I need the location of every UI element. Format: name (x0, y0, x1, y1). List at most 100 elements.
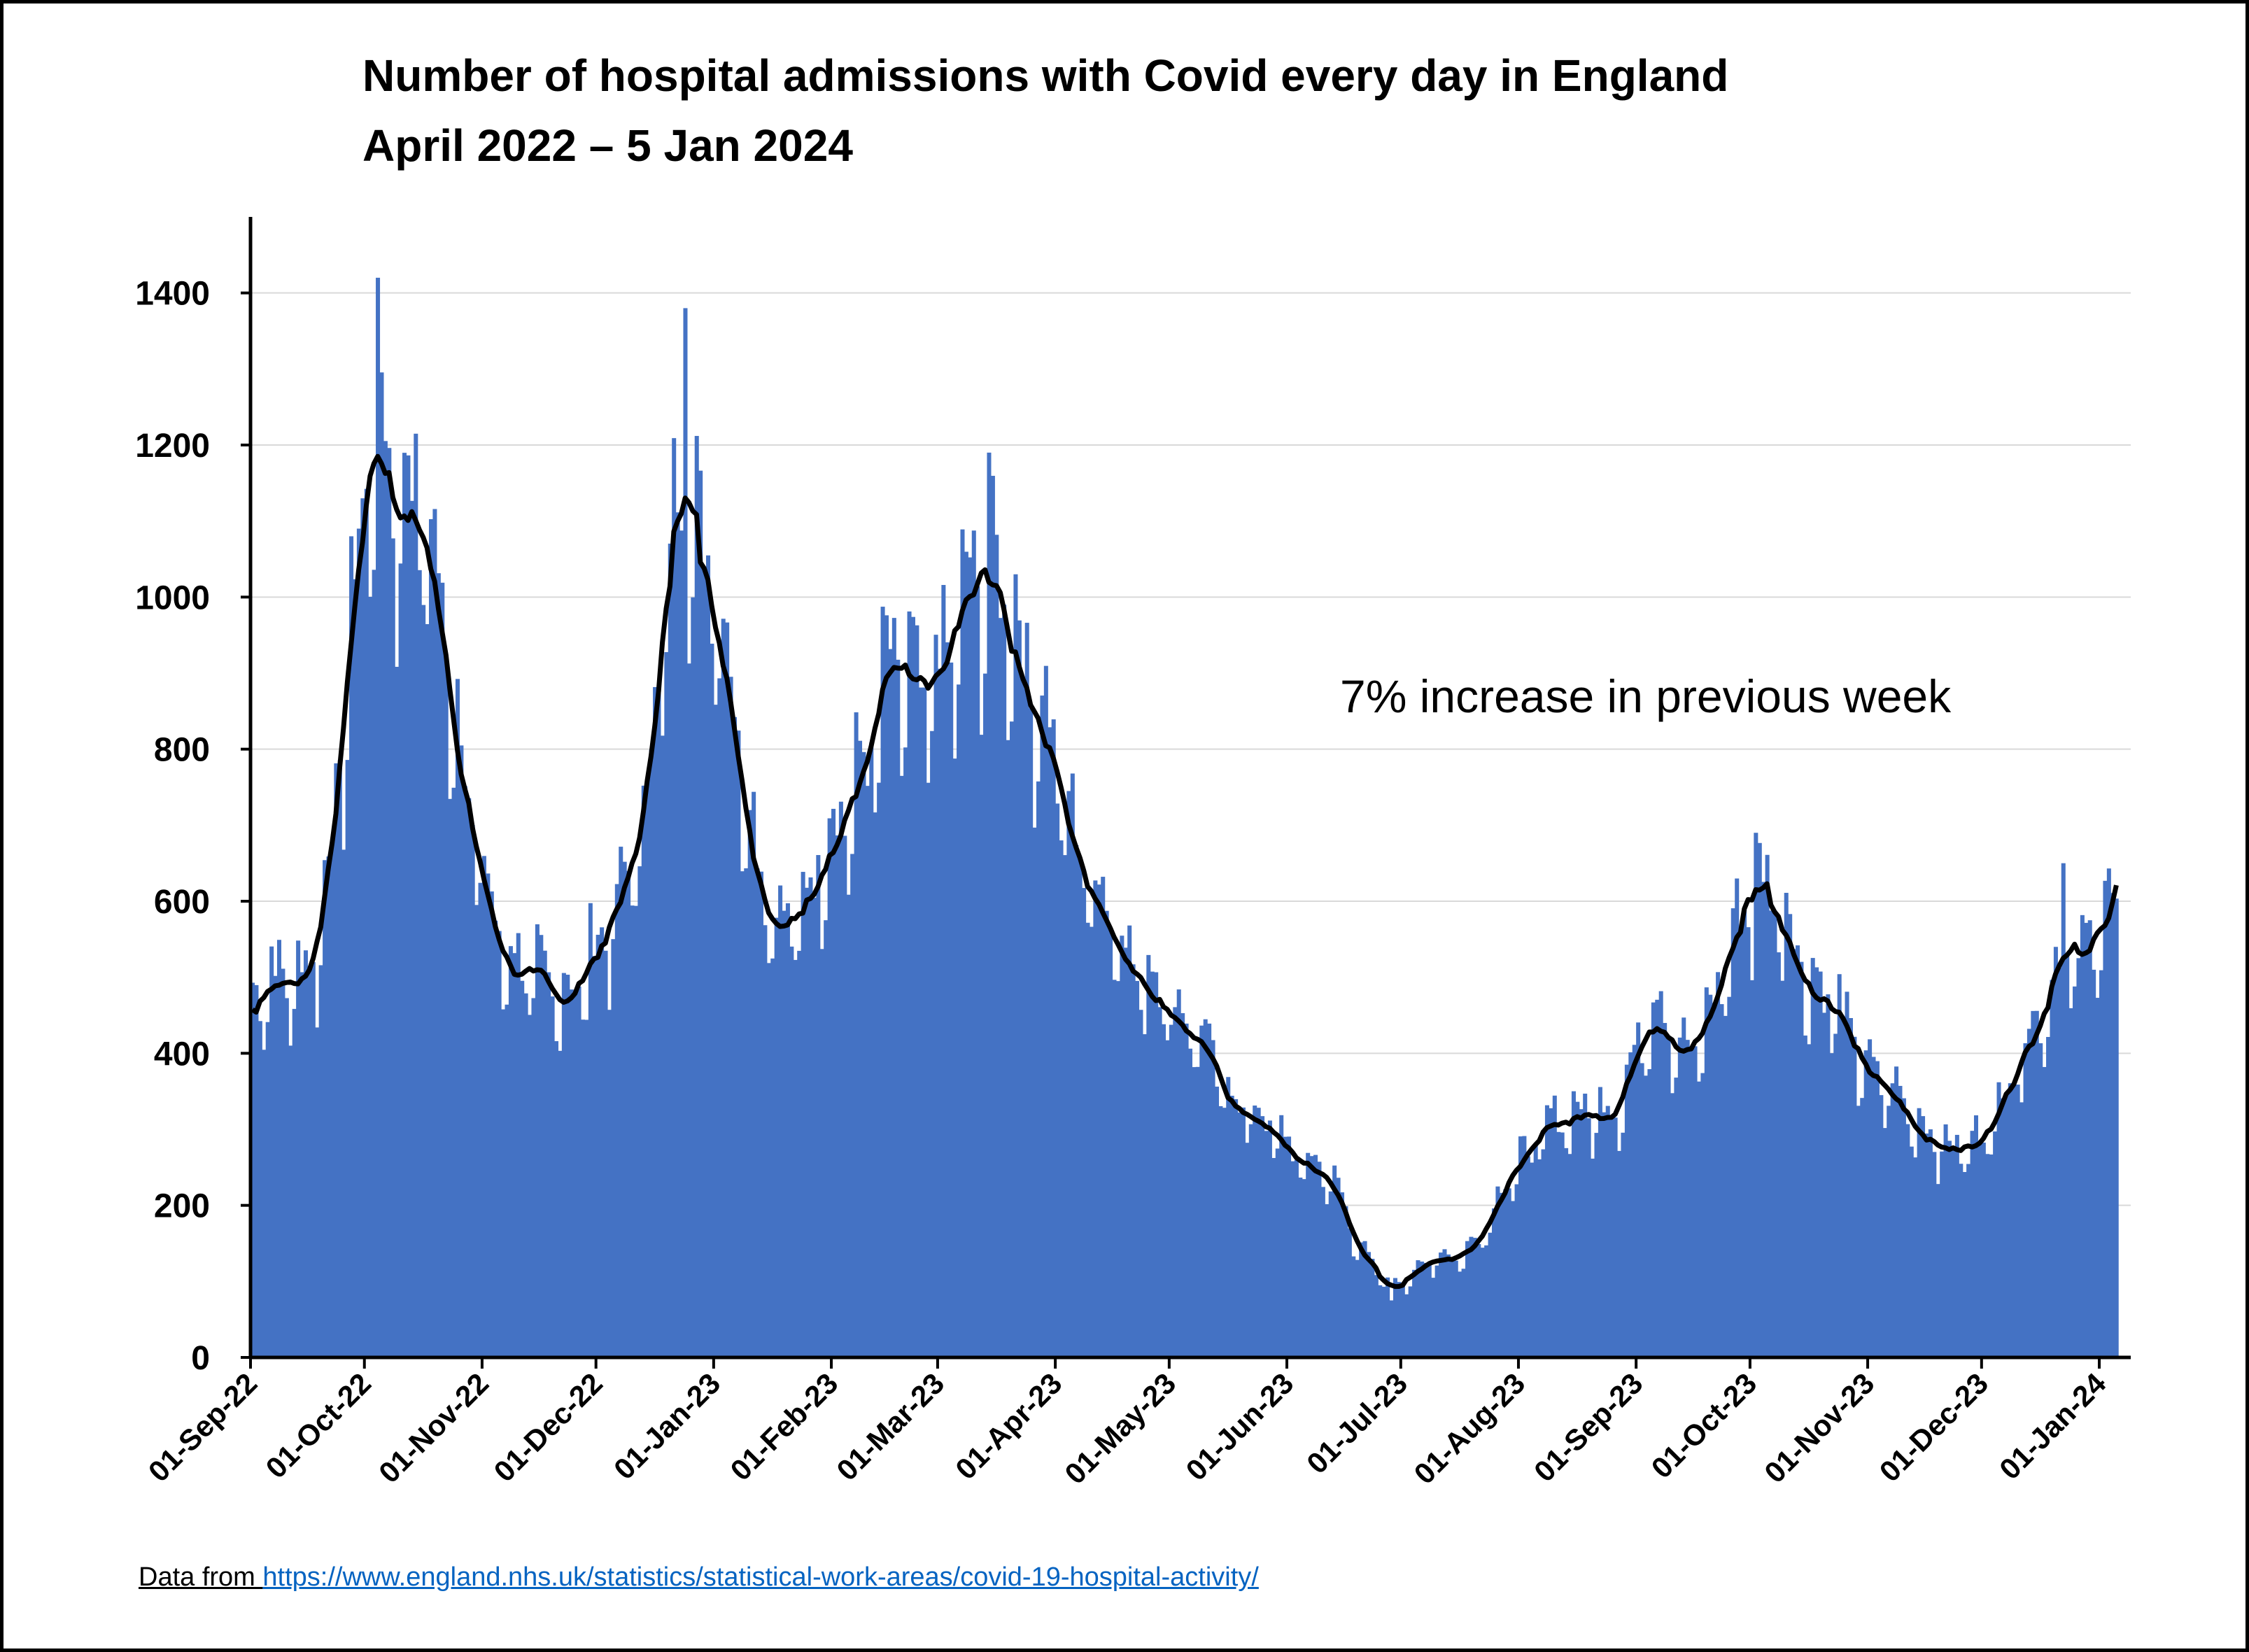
bar (1484, 1245, 1489, 1357)
bar (1176, 989, 1181, 1357)
bar (694, 436, 699, 1357)
bar (1655, 999, 1660, 1357)
bar (600, 927, 605, 1357)
bar (1700, 1073, 1705, 1357)
y-tick-label: 800 (154, 732, 210, 769)
bar (2008, 1083, 2012, 1357)
bar (1374, 1275, 1379, 1357)
bar (360, 498, 365, 1358)
bar (1973, 1115, 1978, 1357)
bar (858, 740, 863, 1357)
bar (728, 677, 733, 1357)
bar (819, 949, 824, 1357)
bar (1013, 574, 1018, 1357)
bar (1826, 994, 1831, 1357)
source-prefix: Data from (139, 1562, 263, 1592)
bar (1131, 964, 1136, 1357)
bar (1192, 1067, 1197, 1357)
bar (607, 1010, 612, 1357)
bar (1302, 1179, 1306, 1357)
bar (1214, 1086, 1219, 1357)
bar (364, 488, 369, 1358)
x-tick-label: 01-Sep-23 (1528, 1367, 1649, 1488)
bar (1522, 1136, 1527, 1357)
bar (766, 963, 771, 1357)
bar (660, 735, 665, 1357)
bar (1499, 1192, 1504, 1357)
source-link[interactable]: https://www.england.nhs.uk/statistics/st… (262, 1562, 1259, 1592)
bar (725, 622, 730, 1357)
bar (463, 786, 467, 1357)
bar (1936, 1184, 1940, 1357)
y-tick-label: 1200 (135, 428, 210, 465)
bar (2092, 969, 2096, 1357)
bar (1366, 1252, 1371, 1357)
x-tick-label: 01-Nov-22 (372, 1367, 495, 1489)
bar (1173, 1007, 1178, 1357)
bar (1901, 1098, 1906, 1357)
bar (2053, 947, 2058, 1357)
bar (736, 730, 741, 1357)
bar (1120, 936, 1124, 1357)
bar (368, 596, 373, 1357)
bar (1643, 1075, 1649, 1357)
bar (1476, 1243, 1481, 1357)
bar (1757, 842, 1762, 1357)
bar (1290, 1161, 1295, 1357)
bar (1788, 914, 1793, 1357)
y-tick-label: 200 (154, 1188, 210, 1225)
bar (1165, 1040, 1170, 1357)
bar (702, 570, 707, 1358)
bar (968, 557, 973, 1357)
bar (945, 642, 950, 1357)
bar (1328, 1191, 1333, 1357)
bar (782, 910, 787, 1357)
bar (326, 856, 331, 1357)
bar (1636, 1022, 1641, 1357)
bar (1408, 1286, 1413, 1357)
bar (478, 882, 483, 1357)
bar (1226, 1077, 1231, 1357)
bar (835, 835, 840, 1357)
x-tick-label: 01-Oct-23 (1645, 1367, 1763, 1485)
bar (1074, 845, 1079, 1357)
bar (1112, 980, 1117, 1357)
bar (561, 973, 566, 1357)
bar (558, 1050, 563, 1357)
bar (1628, 1052, 1633, 1357)
bar (1579, 1109, 1584, 1357)
bar (1887, 1106, 1891, 1357)
bar (554, 1041, 559, 1357)
bar (1393, 1278, 1397, 1357)
bar (436, 573, 441, 1358)
bar (1518, 1136, 1523, 1357)
bar (1962, 1172, 1967, 1357)
bar (884, 615, 889, 1357)
bar (1640, 1063, 1644, 1357)
bar (1841, 1020, 1846, 1357)
bar (827, 818, 832, 1357)
bar (356, 528, 361, 1357)
bar (633, 905, 638, 1357)
bar (1719, 1004, 1724, 1357)
bar (1427, 1264, 1432, 1357)
bar (296, 940, 301, 1357)
bar (1059, 840, 1064, 1357)
bar (520, 980, 525, 1357)
bar (1533, 1143, 1538, 1357)
bar (1218, 1106, 1223, 1357)
bar (915, 625, 919, 1358)
bar (1465, 1241, 1470, 1357)
source-note: Data from https://www.england.nhs.uk/sta… (139, 1562, 1259, 1593)
bar (330, 846, 334, 1357)
bar (998, 618, 1003, 1358)
bar (1245, 1143, 1250, 1357)
bar (505, 1004, 509, 1357)
bar (1082, 888, 1087, 1357)
bar (421, 605, 426, 1357)
bar (383, 441, 388, 1357)
moving-average-line (251, 453, 2119, 1290)
bar (922, 687, 927, 1357)
bar (824, 920, 829, 1357)
bar (2023, 1043, 2028, 1357)
